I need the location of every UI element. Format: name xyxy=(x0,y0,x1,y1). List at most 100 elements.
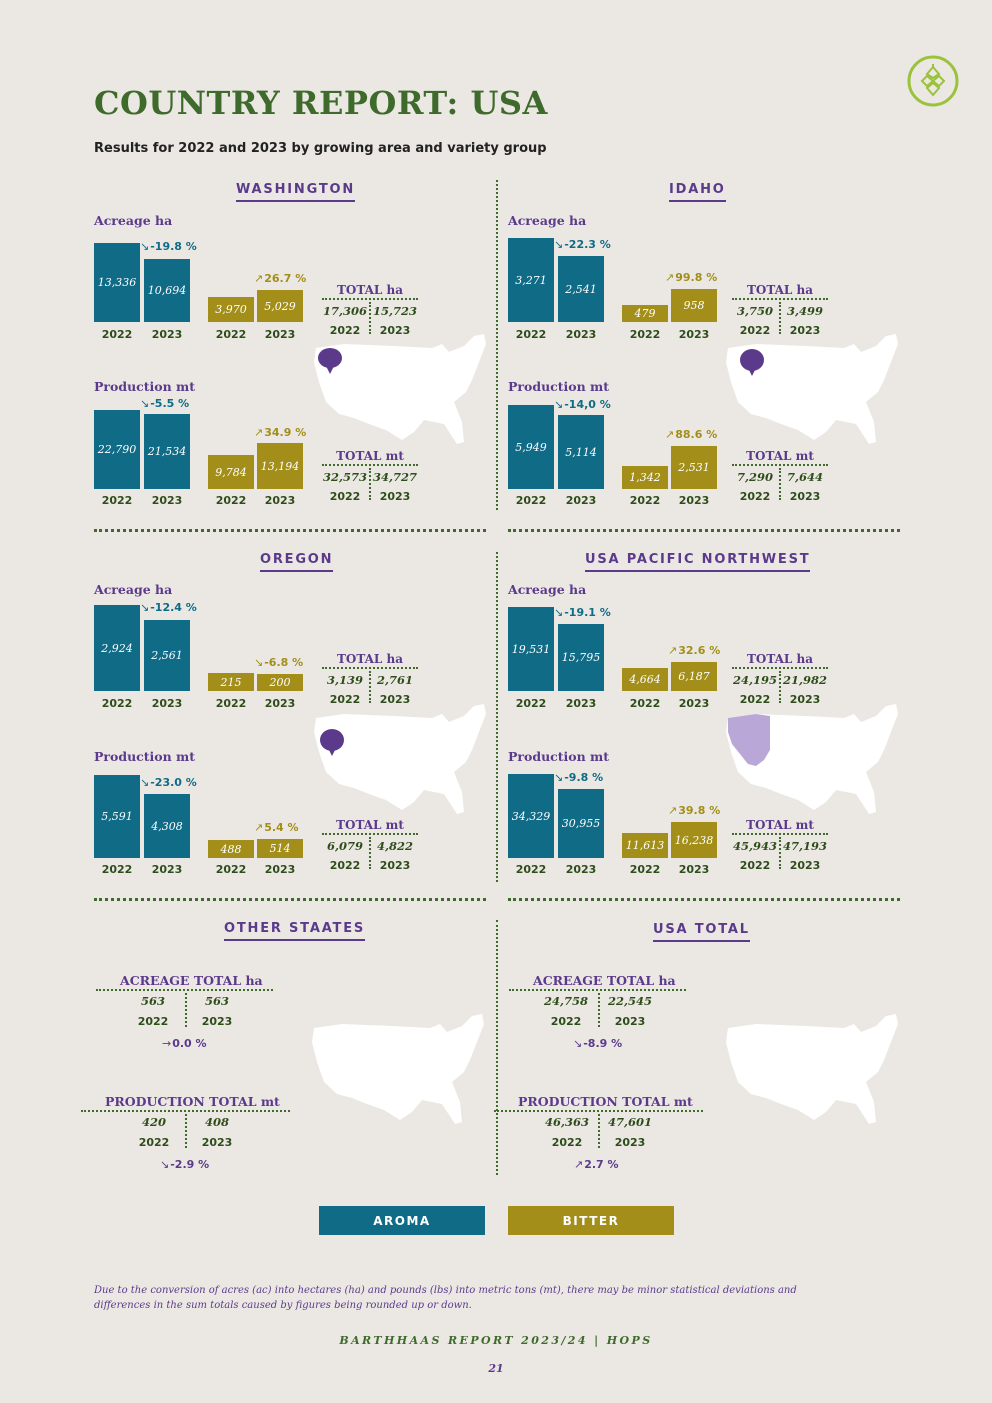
year-label: 2023 xyxy=(565,697,597,710)
pct-bitter: ↗26.7 % xyxy=(254,272,307,285)
arrow-up-icon: ↗ xyxy=(668,804,678,817)
bar-aroma-2023: 2,541 xyxy=(558,256,604,322)
total-value-2022: 3,139 xyxy=(326,673,363,687)
region-washington: WASHINGTON Acreage ha 13,336 10,694 ↘-19… xyxy=(94,182,494,542)
bar-bitter-2023: 200 xyxy=(257,674,303,691)
year-label: 2023 xyxy=(379,859,411,872)
year-label: 2023 xyxy=(789,693,821,706)
year-label: 2022 xyxy=(515,494,547,507)
usa-map-pnw-icon xyxy=(726,704,898,814)
footnote: Due to the conversion of acres (ac) into… xyxy=(94,1285,797,1311)
year-label: 2023 xyxy=(678,863,710,876)
region-pacific-northwest: USA PACIFIC NORTHWEST Acreage ha 19,531 … xyxy=(508,552,908,912)
total-value-2023: 4,822 xyxy=(376,839,413,853)
arrow-down-icon: ↘ xyxy=(554,606,564,619)
year-label: 2023 xyxy=(379,693,411,706)
bar-aroma-2022: 34,329 xyxy=(508,774,554,858)
total-value-2023: 47,193 xyxy=(782,839,827,853)
usa-map-other-icon xyxy=(312,1014,484,1124)
page-title: COUNTRY REPORT: USA xyxy=(94,84,548,122)
year-label: 2022 xyxy=(550,1015,582,1028)
year-label: 2023 xyxy=(678,494,710,507)
other-production-total: PRODUCTION TOTAL mt 420 408 2022 2023 ↘-… xyxy=(81,1094,290,1171)
year-label: 2022 xyxy=(101,697,133,710)
year-label: 2023 xyxy=(379,490,411,503)
usa-map-total-icon xyxy=(726,1014,898,1124)
total-acreage: TOTAL ha 3,139 2,761 2022 2023 xyxy=(322,652,418,706)
arrow-up-icon: ↗ xyxy=(574,1158,584,1171)
arrow-down-icon: ↘ xyxy=(554,398,564,411)
usa-map-idaho-icon xyxy=(726,334,898,444)
pct-bitter: ↗39.8 % xyxy=(668,804,721,817)
year-label: 2022 xyxy=(101,494,133,507)
total-production: TOTAL mt 7,290 7,644 2022 2023 xyxy=(732,449,828,503)
horizontal-divider xyxy=(94,898,486,901)
arrow-down-icon: ↘ xyxy=(140,240,150,253)
usa-map-washington-icon xyxy=(314,334,486,444)
year-label: 2022 xyxy=(329,324,361,337)
bar-bitter-2022: 11,613 xyxy=(622,833,668,858)
bar-aroma-2023: 2,561 xyxy=(144,620,190,691)
year-label: 2023 xyxy=(678,697,710,710)
region-title: WASHINGTON xyxy=(236,182,356,202)
year-label: 2022 xyxy=(739,693,771,706)
total-label: TOTAL mt xyxy=(732,449,828,466)
total-acreage: TOTAL ha 24,195 21,982 2022 2023 xyxy=(732,652,828,706)
page-subtitle: Results for 2022 and 2023 by growing are… xyxy=(94,141,547,156)
bar-aroma-2022: 22,790 xyxy=(94,410,140,489)
bar-bitter-2022: 9,784 xyxy=(208,455,254,489)
year-label: 2023 xyxy=(201,1015,233,1028)
year-label: 2023 xyxy=(789,859,821,872)
year-label: 2022 xyxy=(137,1015,169,1028)
bar-aroma-2022: 2,924 xyxy=(94,605,140,691)
year-label: 2023 xyxy=(379,324,411,337)
bar-aroma-2022: 3,271 xyxy=(508,238,554,322)
acreage-label: Acreage ha xyxy=(94,213,173,228)
pct-bitter: ↗99.8 % xyxy=(665,271,718,284)
year-label: 2022 xyxy=(629,863,661,876)
acreage-total-label: ACREAGE TOTAL ha xyxy=(509,973,686,991)
production-label: Production mt xyxy=(94,749,196,764)
year-label: 2023 xyxy=(264,697,296,710)
pct-aroma: ↘-23.0 % xyxy=(140,776,197,789)
year-label: 2023 xyxy=(151,863,183,876)
total-value-2022: 32,573 xyxy=(322,470,367,484)
total-value-2022: 3,750 xyxy=(736,304,773,318)
year-label: 2023 xyxy=(201,1136,233,1149)
region-title: USA PACIFIC NORTHWEST xyxy=(585,552,811,572)
total-production: TOTAL mt 6,079 4,822 2022 2023 xyxy=(322,818,418,872)
bar-bitter-2023: 6,187 xyxy=(671,662,717,691)
bar-aroma-2022: 5,591 xyxy=(94,775,140,858)
year-label: 2022 xyxy=(739,859,771,872)
total-label: TOTAL ha xyxy=(732,652,828,669)
arrow-up-icon: ↗ xyxy=(665,428,675,441)
total-value-2023: 3,499 xyxy=(786,304,823,318)
arrow-down-icon: ↘ xyxy=(140,397,150,410)
bar-aroma-2022: 13,336 xyxy=(94,243,140,322)
production-label: Production mt xyxy=(508,749,610,764)
region-title: USA TOTAL xyxy=(653,922,750,942)
bar-bitter-2022: 3,970 xyxy=(208,297,254,322)
legend-bitter: BITTER xyxy=(508,1206,674,1235)
bar-bitter-2023: 16,238 xyxy=(671,822,717,858)
bar-aroma-2023: 30,955 xyxy=(558,789,604,858)
year-label: 2022 xyxy=(629,697,661,710)
bar-bitter-2022: 4,664 xyxy=(622,668,668,691)
other-acreage-total: ACREAGE TOTAL ha 563 563 2022 2023 →0.0 … xyxy=(96,973,273,1050)
total-value-2022: 17,306 xyxy=(322,304,367,318)
total-value-2023: 2,761 xyxy=(376,673,413,687)
usa-production-total: PRODUCTION TOTAL mt 46,363 47,601 2022 2… xyxy=(494,1094,703,1171)
arrow-down-icon: ↘ xyxy=(160,1158,170,1171)
region-title: IDAHO xyxy=(669,182,726,202)
year-label: 2022 xyxy=(551,1136,583,1149)
pct-bitter: ↗32.6 % xyxy=(668,644,721,657)
year-label: 2023 xyxy=(151,494,183,507)
total-value-2022: 6,079 xyxy=(326,839,363,853)
arrow-down-icon: ↘ xyxy=(554,238,564,251)
bar-bitter-2022: 479 xyxy=(622,305,668,322)
pct-aroma: ↘-12.4 % xyxy=(140,601,197,614)
total-label: TOTAL ha xyxy=(322,283,418,300)
bar-aroma-2023: 10,694 xyxy=(144,259,190,322)
arrow-up-icon: ↗ xyxy=(254,272,264,285)
acreage-label: Acreage ha xyxy=(508,213,587,228)
